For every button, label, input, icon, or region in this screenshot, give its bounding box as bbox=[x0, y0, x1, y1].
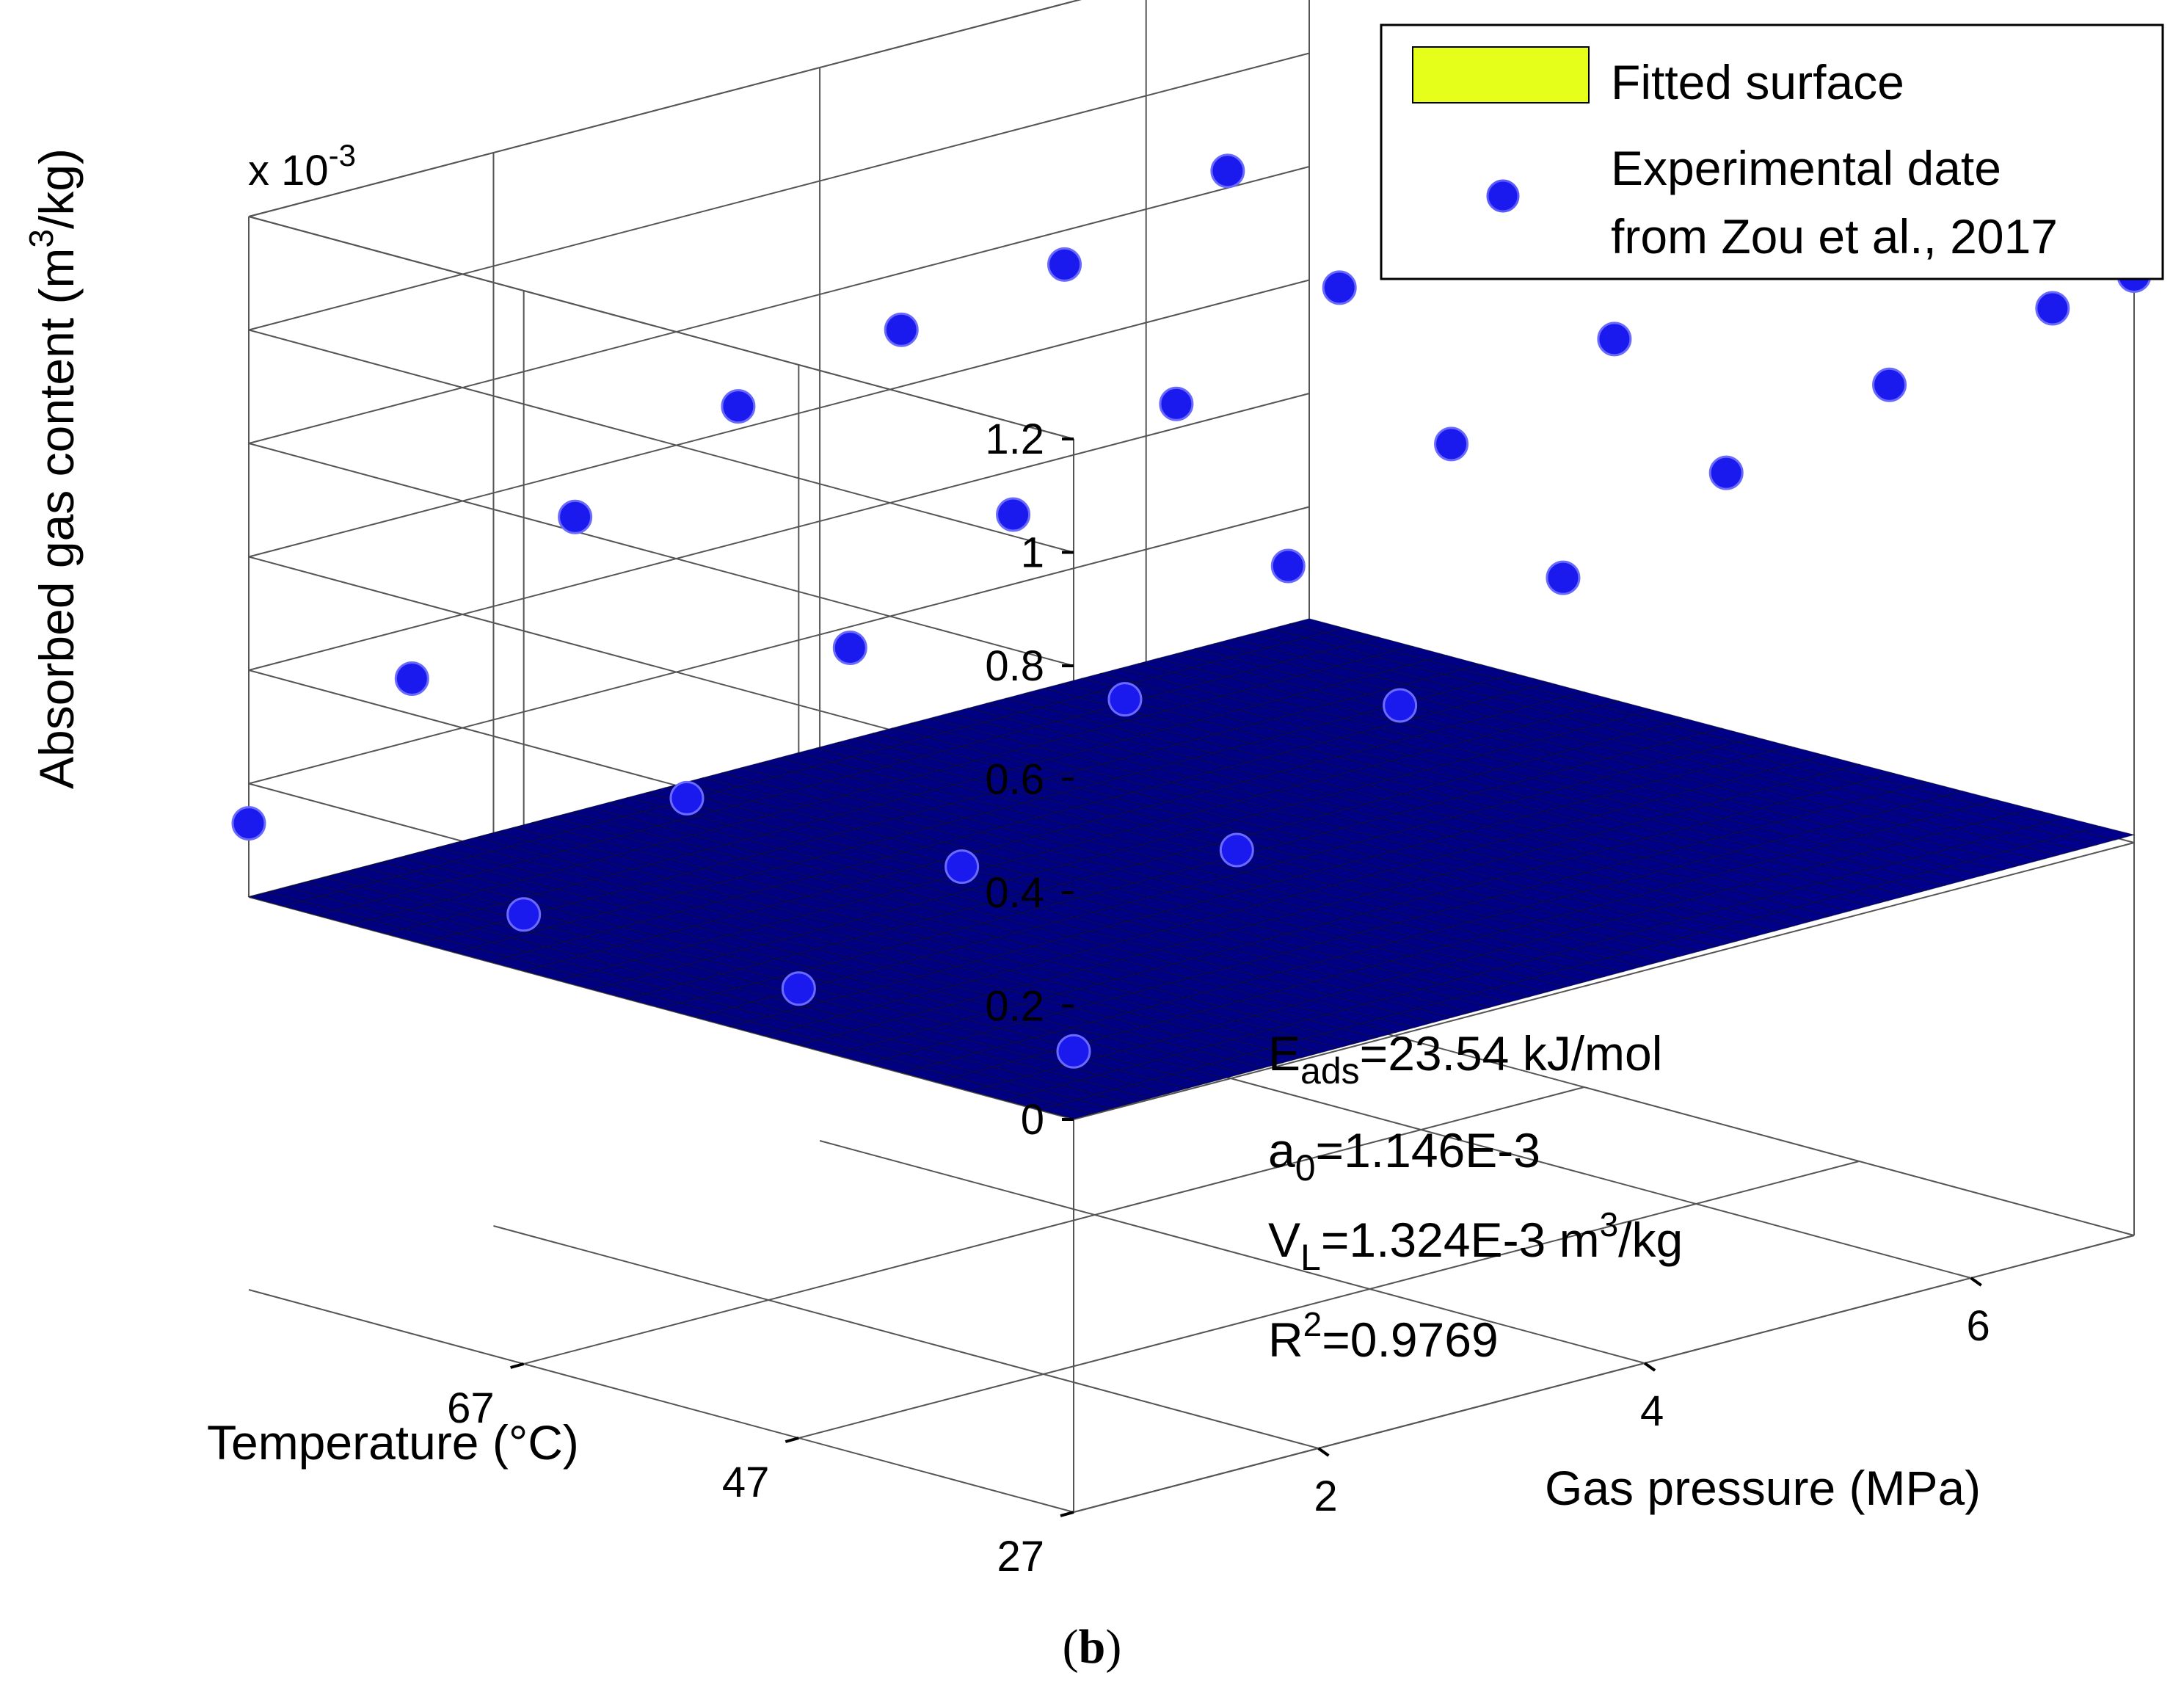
experimental-point bbox=[944, 849, 980, 885]
experimental-point bbox=[1872, 367, 1907, 402]
experimental-point bbox=[1047, 247, 1082, 282]
z-tick-label: 1.2 bbox=[985, 415, 1044, 463]
y-tick-mark bbox=[510, 1362, 525, 1369]
experimental-point bbox=[1210, 153, 1245, 189]
x-tick-label: 4 bbox=[1640, 1387, 1664, 1435]
experimental-point bbox=[231, 806, 266, 841]
figure-caption: (b) bbox=[1063, 1620, 1122, 1674]
floor-grid-t-1 bbox=[798, 1161, 1860, 1439]
experimental-point bbox=[1322, 270, 1357, 305]
floor-grid-p-0 bbox=[493, 1225, 1319, 1449]
experimental-point bbox=[1107, 682, 1143, 717]
y-tick-mark bbox=[785, 1437, 799, 1443]
y-tick-label: 47 bbox=[722, 1459, 770, 1506]
z-tick-label: 0.8 bbox=[985, 642, 1044, 690]
z-tick-label: 0.6 bbox=[985, 756, 1044, 804]
experimental-point bbox=[1434, 426, 1469, 462]
x-tick-mark bbox=[1317, 1447, 1330, 1457]
floor-grid-p-1 bbox=[819, 1140, 1645, 1364]
z-gridline-back-wall-3 bbox=[248, 279, 1310, 558]
annotation-vl: VL=1.324E-3 m3/kg bbox=[1268, 1205, 1683, 1278]
x-tick-mark bbox=[1970, 1277, 1982, 1287]
x-tick-label: 6 bbox=[1967, 1302, 1990, 1350]
legend-point-marker bbox=[1486, 179, 1520, 213]
box-edge-top-left bbox=[248, 216, 1074, 440]
surface-cell bbox=[2079, 826, 2136, 840]
experimental-point bbox=[506, 897, 542, 932]
legend-points-label-line2: from Zou et al., 2017 bbox=[1611, 209, 2058, 264]
legend: Fitted surface Experimental date from Zo… bbox=[1380, 23, 2164, 280]
experimental-point bbox=[558, 499, 593, 534]
annotation-eads: Eads=23.54 kJ/mol bbox=[1268, 1026, 1662, 1092]
experimental-point bbox=[1546, 560, 1581, 595]
experimental-point bbox=[884, 312, 919, 347]
x-axis-label: Gas pressure (MPa) bbox=[1545, 1461, 1981, 1515]
z-gridline-back-wall-5 bbox=[248, 52, 1310, 331]
z-axis-label: Absorbed gas content (m3/kg) bbox=[22, 148, 84, 789]
floor-right bbox=[1308, 1012, 2135, 1236]
y-tick-label: 27 bbox=[997, 1533, 1044, 1580]
box-edge-top-back bbox=[248, 0, 1082, 217]
z-tick-label: 1 bbox=[1021, 529, 1044, 577]
legend-surface-swatch bbox=[1412, 46, 1590, 104]
z-scale-factor: x 10-3 bbox=[248, 138, 356, 195]
y-tick-label: 67 bbox=[447, 1384, 495, 1432]
experimental-point bbox=[1383, 688, 1418, 723]
z-tick-label: 0.4 bbox=[985, 869, 1044, 917]
x-tick-label: 2 bbox=[1314, 1473, 1337, 1520]
floor-front bbox=[1073, 1235, 2135, 1513]
experimental-point bbox=[1270, 548, 1306, 584]
z-gridline-left-wall-4 bbox=[248, 443, 1074, 667]
floor-grid-p-2 bbox=[1146, 1055, 1971, 1279]
experimental-point bbox=[669, 780, 705, 816]
experimental-point bbox=[996, 497, 1031, 532]
floor-left bbox=[248, 1289, 1074, 1513]
legend-surface-label: Fitted surface bbox=[1611, 55, 1904, 109]
z-tick-label: 0.2 bbox=[985, 983, 1044, 1031]
floor-edge-front bbox=[1073, 842, 2135, 1120]
experimental-point bbox=[2035, 291, 2070, 326]
annotation-a0: a0=1.146E-3 bbox=[1268, 1123, 1540, 1188]
x-tick-mark bbox=[1643, 1362, 1656, 1372]
experimental-point bbox=[394, 661, 429, 697]
experimental-point bbox=[781, 971, 816, 1006]
axis-ticks: 0 0.2 0.4 0.6 0.8 1 1.2 27 47 67 2 4 6 bbox=[447, 415, 1990, 1580]
experimental-point bbox=[1597, 322, 1632, 357]
experimental-point bbox=[832, 631, 867, 666]
z-gridline-back-wall-4 bbox=[248, 166, 1310, 444]
legend-points-label-line1: Experimental date bbox=[1611, 141, 2001, 195]
experimental-point bbox=[1159, 386, 1194, 421]
z-gridline-left-wall-5 bbox=[248, 329, 1074, 553]
experimental-point bbox=[721, 389, 756, 424]
y-tick-mark bbox=[1060, 1511, 1074, 1517]
z-gridline-back-wall-6 bbox=[248, 0, 1082, 217]
experimental-point bbox=[1219, 832, 1254, 868]
fitted-surface bbox=[247, 618, 2136, 1119]
experimental-point bbox=[1056, 1034, 1091, 1069]
z-gridline-back-wall-2 bbox=[248, 393, 1310, 671]
annotation-r2: R2=0.9769 bbox=[1268, 1305, 1499, 1367]
floor-grid-t-2 bbox=[523, 1086, 1584, 1365]
y-axis-label: Temperature (°C) bbox=[207, 1415, 579, 1470]
z-tick-label: 0 bbox=[1021, 1096, 1044, 1144]
experimental-point bbox=[1708, 455, 1744, 490]
z-gridline-back-wall-1 bbox=[248, 506, 1310, 785]
